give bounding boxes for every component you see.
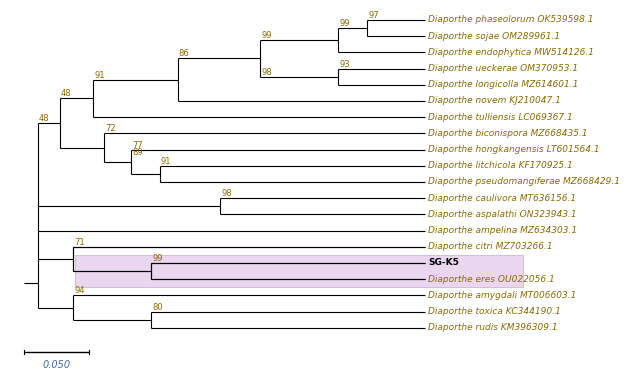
Text: Diaporthe hongkangensis LT601564.1: Diaporthe hongkangensis LT601564.1 — [428, 145, 600, 154]
Text: Diaporthe aspalathi ON323943.1: Diaporthe aspalathi ON323943.1 — [428, 210, 577, 219]
Text: 80: 80 — [152, 302, 162, 312]
Text: 99: 99 — [339, 19, 349, 28]
Text: 91: 91 — [161, 157, 171, 166]
Text: 94: 94 — [74, 286, 85, 295]
Text: Diaporthe sojae OM289961.1: Diaporthe sojae OM289961.1 — [428, 32, 561, 41]
Text: 93: 93 — [339, 60, 349, 68]
Text: SG-K5: SG-K5 — [428, 259, 459, 267]
Text: 98: 98 — [221, 189, 232, 198]
Text: 72: 72 — [106, 124, 116, 133]
Text: Diaporthe phaseolorum OK539598.1: Diaporthe phaseolorum OK539598.1 — [428, 15, 594, 25]
Text: 48: 48 — [61, 89, 71, 99]
Text: Diaporthe ampelina MZ634303.1: Diaporthe ampelina MZ634303.1 — [428, 226, 578, 235]
Text: Diaporthe eres OU022056.1: Diaporthe eres OU022056.1 — [428, 275, 555, 284]
Text: Diaporthe pseudomangiferae MZ668429.1: Diaporthe pseudomangiferae MZ668429.1 — [428, 177, 620, 186]
Text: 91: 91 — [94, 71, 105, 80]
Text: 77: 77 — [132, 141, 143, 150]
Text: Diaporthe ueckerae OM370953.1: Diaporthe ueckerae OM370953.1 — [428, 64, 578, 73]
Text: 48: 48 — [39, 114, 49, 123]
FancyBboxPatch shape — [75, 255, 523, 287]
Text: 71: 71 — [74, 238, 85, 247]
Text: 99: 99 — [152, 254, 162, 263]
Text: Diaporthe caulivora MT636156.1: Diaporthe caulivora MT636156.1 — [428, 194, 576, 203]
Text: Diaporthe endophytica MW514126.1: Diaporthe endophytica MW514126.1 — [428, 48, 594, 57]
Text: 97: 97 — [368, 11, 379, 20]
Text: Diaporthe toxica KC344190.1: Diaporthe toxica KC344190.1 — [428, 307, 561, 316]
Text: 98: 98 — [261, 68, 272, 77]
Text: Diaporthe rudis KM396309.1: Diaporthe rudis KM396309.1 — [428, 323, 558, 332]
Text: Diaporthe biconispora MZ668435.1: Diaporthe biconispora MZ668435.1 — [428, 129, 588, 138]
Text: Diaporthe tulliensis LC069367.1: Diaporthe tulliensis LC069367.1 — [428, 113, 573, 122]
Text: 89: 89 — [132, 148, 143, 157]
Text: 86: 86 — [179, 49, 190, 58]
Text: Diaporthe amygdali MT006603.1: Diaporthe amygdali MT006603.1 — [428, 291, 576, 300]
Text: 0.050: 0.050 — [42, 360, 71, 370]
Text: Diaporthe litchicola KF170925.1: Diaporthe litchicola KF170925.1 — [428, 161, 573, 170]
Text: 99: 99 — [261, 31, 272, 40]
Text: Diaporthe novem KJ210047.1: Diaporthe novem KJ210047.1 — [428, 96, 561, 105]
Text: Diaporthe citri MZ703266.1: Diaporthe citri MZ703266.1 — [428, 242, 553, 251]
Text: Diaporthe longicolla MZ614601.1: Diaporthe longicolla MZ614601.1 — [428, 80, 579, 89]
